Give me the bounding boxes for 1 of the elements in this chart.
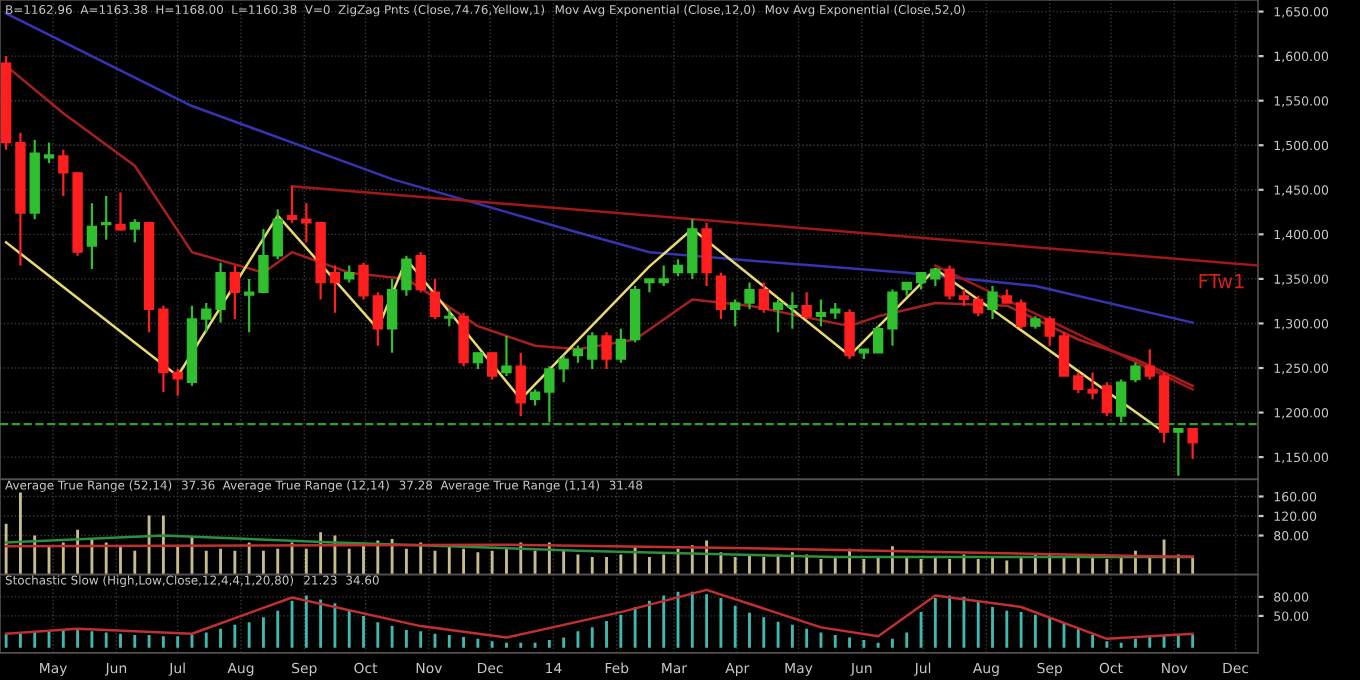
annotation: FTw1 xyxy=(1199,274,1244,289)
